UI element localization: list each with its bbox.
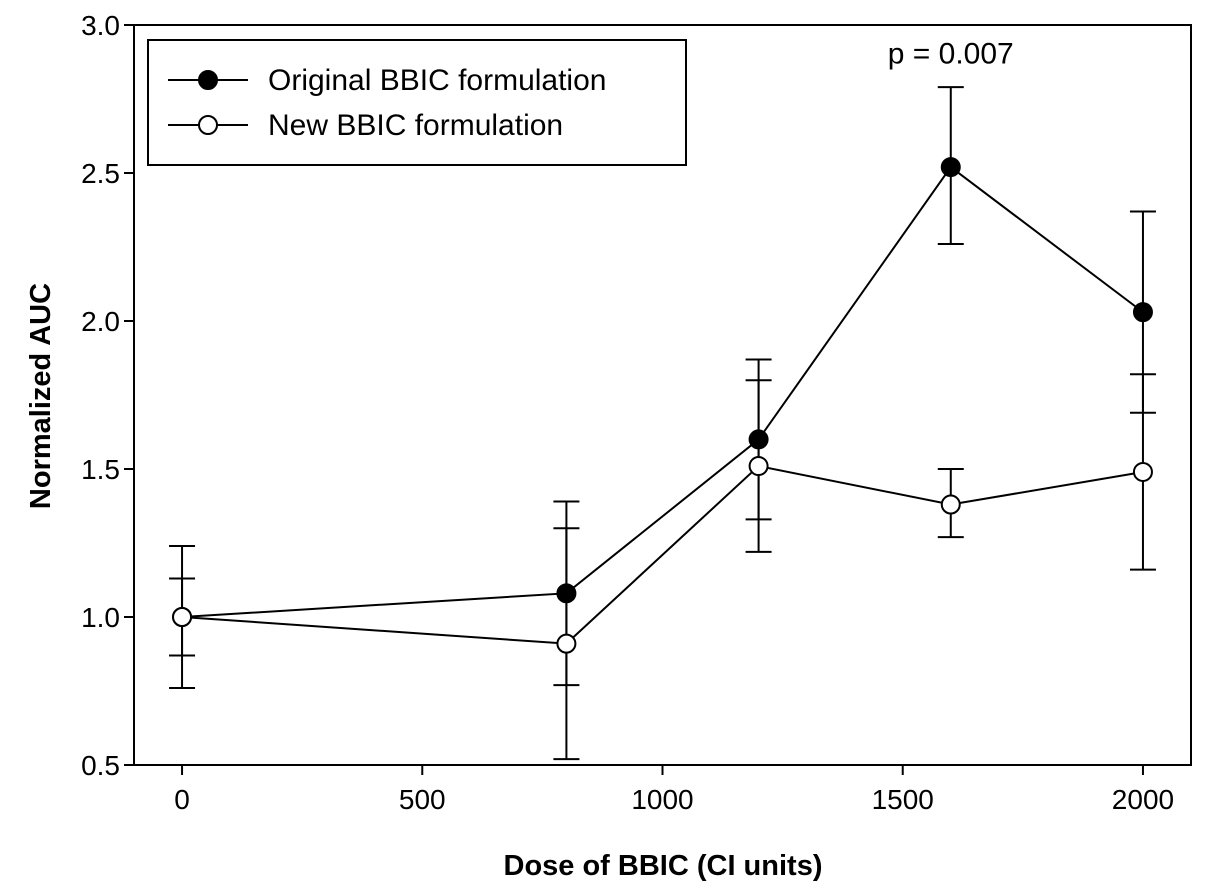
y-tick-label: 1.0 xyxy=(81,602,120,633)
x-axis-title: Dose of BBIC (CI units) xyxy=(504,850,823,882)
y-tick-label: 2.5 xyxy=(81,158,120,189)
legend-box xyxy=(147,39,687,166)
series-layer xyxy=(169,86,1156,761)
x-tick-label: 500 xyxy=(399,784,446,815)
x-tick-label: 1000 xyxy=(631,784,693,815)
data-point xyxy=(556,633,577,654)
y-tick-label: 1.5 xyxy=(81,454,120,485)
legend-marker xyxy=(198,70,218,90)
y-tick-label: 0.5 xyxy=(81,750,120,781)
series-2 xyxy=(169,373,1156,761)
legend-label: New BBIC formulation xyxy=(268,109,563,142)
y-axis: 0.5 1.0 1.5 2.0 2.5 3.0 xyxy=(81,10,134,781)
x-tick-label: 0 xyxy=(174,784,190,815)
y-tick-label: 3.0 xyxy=(81,10,120,41)
data-point xyxy=(748,456,769,477)
x-axis: 0 500 1000 1500 2000 xyxy=(174,765,1174,815)
data-point xyxy=(1132,461,1153,482)
x-tick-label: 1500 xyxy=(872,784,934,815)
data-point xyxy=(940,157,961,178)
y-axis-title: Normalized AUC xyxy=(25,283,57,509)
legend: Original BBIC formulation New BBIC formul… xyxy=(147,39,687,166)
p-value-annotation: p = 0.007 xyxy=(888,37,1014,70)
y-tick-label: 2.0 xyxy=(81,306,120,337)
data-point xyxy=(172,607,193,627)
annotation-layer: p = 0.007 xyxy=(888,37,1014,70)
data-point xyxy=(1132,302,1153,323)
series-1 xyxy=(169,86,1156,690)
legend-marker xyxy=(198,115,218,135)
series-line xyxy=(181,464,1144,645)
series-line xyxy=(181,165,1144,618)
x-tick-label: 2000 xyxy=(1112,784,1174,815)
legend-label: Original BBIC formulation xyxy=(268,64,606,97)
data-point xyxy=(940,494,961,515)
